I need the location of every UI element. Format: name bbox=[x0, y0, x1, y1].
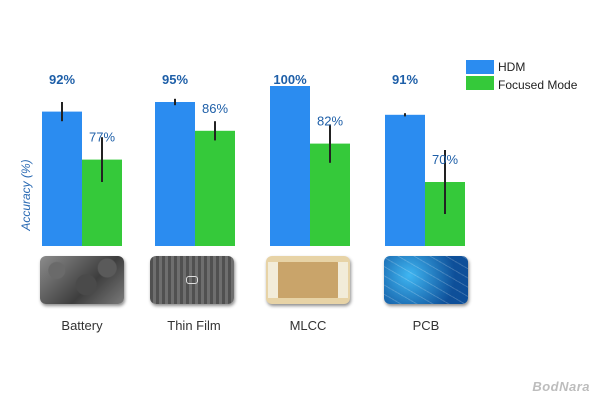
data-label-hdm-thin-film: 95% bbox=[162, 72, 188, 87]
data-label-focused-mode-mlcc: 82% bbox=[317, 114, 343, 129]
pcb-sample-image bbox=[384, 256, 468, 304]
data-label-hdm-pcb: 91% bbox=[392, 72, 418, 87]
battery-sample-image bbox=[40, 256, 124, 304]
mlcc-sample-image bbox=[266, 256, 350, 304]
category-label-pcb: PCB bbox=[412, 318, 440, 333]
bar-hdm-thin-film bbox=[155, 102, 195, 246]
bar-hdm-pcb bbox=[385, 114, 425, 246]
legend-swatch-hdm bbox=[466, 60, 494, 74]
legend-swatch-focused-mode bbox=[466, 76, 494, 90]
data-label-focused-mode-pcb: 70% bbox=[432, 152, 458, 167]
legend-label-hdm: HDM bbox=[498, 60, 526, 74]
thin-film-sample-image bbox=[150, 256, 234, 304]
y-axis-label: Accuracy (%) bbox=[19, 159, 33, 231]
category-label-mlcc: MLCC bbox=[289, 318, 327, 333]
bar-hdm-battery bbox=[42, 111, 82, 246]
watermark-logo: BodNara bbox=[532, 379, 590, 394]
data-label-hdm-mlcc: 100% bbox=[273, 72, 307, 87]
data-label-focused-mode-battery: 77% bbox=[89, 130, 115, 145]
bar-hdm-mlcc bbox=[270, 86, 310, 246]
category-label-thin-film: Thin Film bbox=[167, 318, 221, 333]
legend-label-focused-mode: Focused Mode bbox=[498, 78, 578, 92]
category-label-battery: Battery bbox=[61, 318, 103, 333]
data-label-hdm-battery: 92% bbox=[49, 72, 75, 87]
bar-focused-mode-thin-film bbox=[195, 130, 235, 246]
data-label-focused-mode-thin-film: 86% bbox=[202, 101, 228, 116]
